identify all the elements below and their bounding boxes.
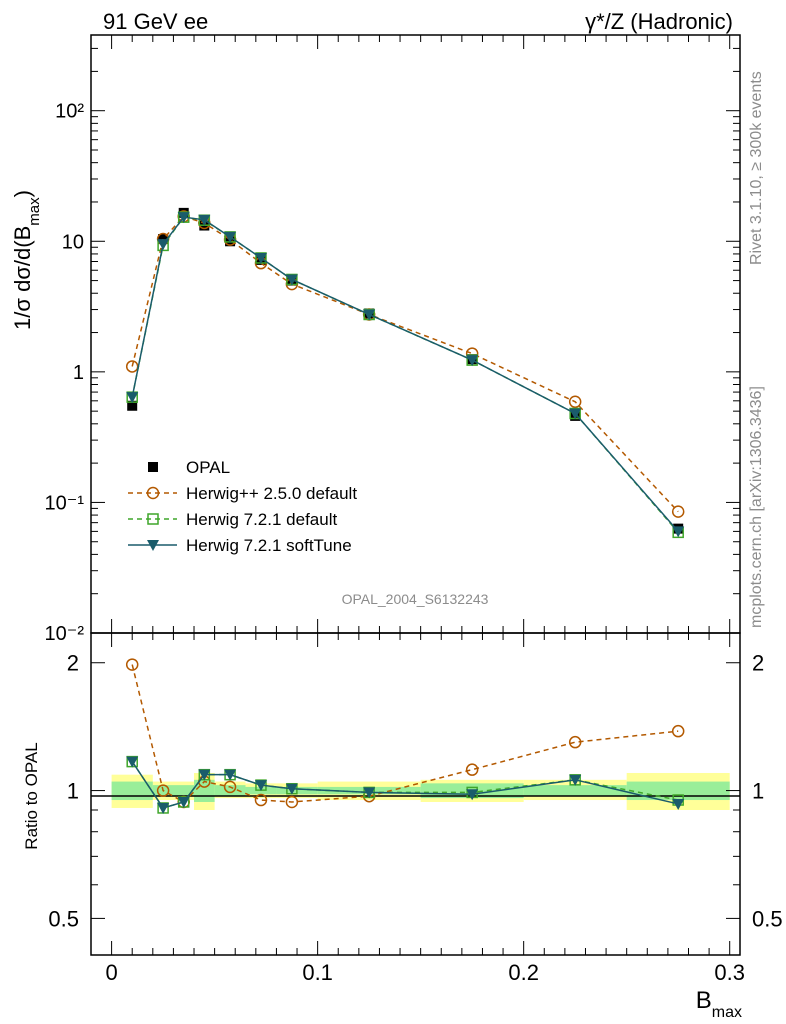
legend-marker	[147, 513, 159, 525]
legend-label: Herwig++ 2.5.0 default	[186, 484, 357, 503]
ratio-data-point	[156, 784, 170, 797]
uncertainty-band-inner	[523, 785, 627, 797]
ratio-data-point	[568, 735, 582, 749]
ratio-frame	[90, 632, 741, 956]
main-y-tick-label: 1	[73, 362, 84, 384]
ratio-data-point	[363, 787, 376, 799]
data-point	[363, 309, 376, 321]
ratio-y-tick-label: 0.5	[48, 906, 79, 931]
ratio-tick-labels: 0.5 0.5 1 1 2 2 0 0.1 0.2 0.3	[48, 651, 782, 985]
data-point	[127, 400, 138, 411]
data-point	[158, 234, 169, 245]
ratio-series	[125, 658, 685, 814]
uncertainty-band-inner	[214, 785, 246, 797]
ratio-data-point	[177, 796, 190, 808]
ratio-y-tick-label: 2	[67, 651, 79, 676]
ratio-series-herwig-7-2-1-softtune	[126, 756, 685, 814]
watermark: OPAL_2004_S6132243	[342, 591, 489, 607]
ratio-data-point	[198, 769, 211, 781]
ratio-x-tick-label: 0.3	[714, 960, 745, 985]
ratio-data-point	[285, 795, 299, 809]
data-point	[671, 505, 685, 518]
series-herwig-7-2-1-softtune	[126, 212, 685, 538]
rivet-label: Rivet 3.1.10, ≥ 300k events	[748, 71, 765, 265]
legend: OPAL Herwig++ 2.5.0 default Herwig 7.2.1 d…	[128, 458, 357, 555]
ratio-data-point	[671, 724, 685, 738]
data-point	[569, 408, 582, 420]
header-right: γ*/Z (Hadronic)	[585, 9, 733, 34]
legend-marker	[146, 486, 160, 500]
ratio-data-point	[254, 780, 267, 792]
ratio-data-point	[285, 783, 298, 795]
ratio-data-point	[465, 763, 479, 776]
ratio-data-point	[125, 658, 139, 671]
main-series	[125, 207, 685, 539]
main-y-tick-label: 10	[62, 231, 84, 253]
legend-label: Herwig 7.2.1 softTune	[186, 536, 352, 555]
data-point	[672, 526, 685, 538]
ratio-data-point	[254, 793, 268, 807]
ratio-series-line	[131, 664, 679, 803]
ratio-data-point	[157, 802, 170, 814]
legend-label: OPAL	[186, 458, 230, 477]
main-y-tick-label: 10⁻²	[45, 623, 85, 645]
data-point	[285, 274, 298, 286]
ratio-y-tick-label-right: 1	[752, 779, 764, 804]
data-point	[198, 214, 211, 226]
ratio-data-point	[466, 789, 479, 801]
main-y-tick-label: 10⁻¹	[45, 492, 85, 514]
data-point	[466, 355, 479, 367]
uncertainty-band-inner	[626, 781, 730, 801]
ratio-series-line	[131, 761, 679, 809]
data-point	[224, 231, 237, 243]
data-point	[254, 252, 267, 264]
ratio-data-point	[223, 780, 237, 794]
legend-marker	[147, 540, 159, 551]
data-point	[157, 239, 170, 251]
ratio-series-herwig-2-5-0-default	[125, 658, 685, 809]
main-tick-labels: 10⁻² 10⁻¹ 1 10 10²	[45, 101, 85, 645]
data-point	[177, 212, 190, 224]
ratio-data-point	[126, 756, 139, 768]
ratio-data-point	[224, 769, 237, 781]
ratio-ylabel: Ratio to OPAL	[22, 742, 41, 849]
uncertainty-band-inner	[152, 785, 195, 797]
ratio-y-tick-label: 1	[67, 779, 79, 804]
main-y-tick-label: 10²	[55, 101, 84, 123]
source-label: mcplots.cern.ch [arXiv:1306.3436]	[748, 386, 765, 628]
ratio-y-tick-label-right: 2	[752, 651, 764, 676]
data-point	[126, 392, 139, 404]
header-left: 91 GeV ee	[103, 9, 208, 34]
data-point	[568, 395, 582, 409]
ratio-x-tick-label: 0.1	[302, 960, 333, 985]
legend-label: Herwig 7.2.1 default	[186, 510, 337, 529]
ratio-y-tick-label-right: 0.5	[752, 906, 783, 931]
legend-marker	[148, 462, 158, 472]
ratio-x-tick-label: 0	[105, 960, 117, 985]
ratio-data-point	[569, 774, 582, 786]
ratio-data-point	[672, 798, 685, 810]
ratio-x-tick-label: 0.2	[508, 960, 539, 985]
ratio-ticks	[91, 633, 740, 955]
